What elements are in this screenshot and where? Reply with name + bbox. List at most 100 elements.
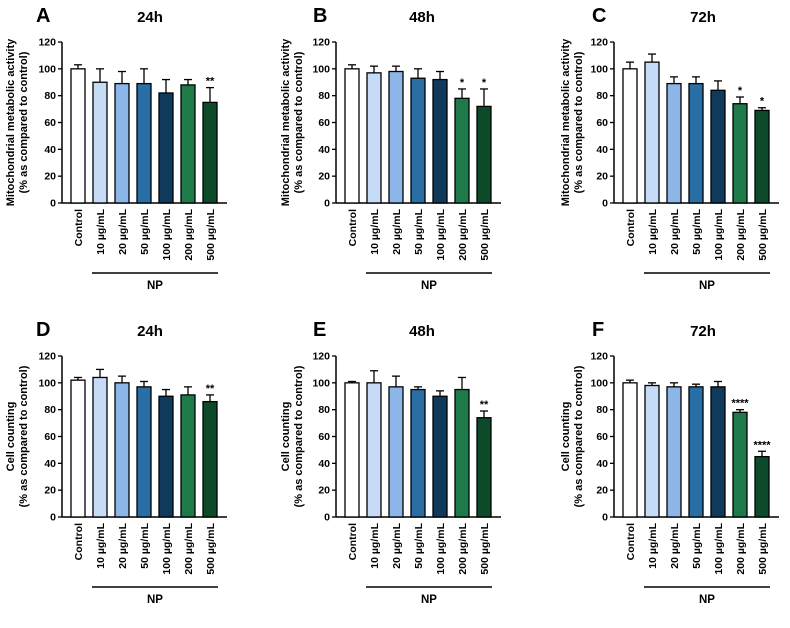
group-label-f: NP [699, 594, 715, 606]
y-axis-label-b-1: Mitochondrial metabolic activity [280, 38, 292, 206]
y-tick-label-e-100: 100 [312, 377, 330, 389]
bar-b-6 [454, 97, 470, 204]
bar-d-7 [202, 400, 218, 518]
y-axis-label-d-2: (% as compared to control) [18, 365, 30, 507]
bar-b-7 [476, 105, 492, 204]
category-label-e-3: 20 µg/mL [391, 522, 403, 568]
chart-panel-c: C 72h Mitochondrial metabolic activity (% a… [560, 5, 779, 292]
category-label-e-4: 50 µg/mL [413, 522, 425, 568]
bar-d-6 [180, 394, 196, 518]
category-label-a-3: 20 µg/mL [117, 208, 129, 254]
category-label-c-2: 10 µg/mL [647, 208, 659, 254]
bar-e-1 [344, 382, 360, 518]
category-label-a-6: 200 µg/mL [183, 208, 195, 260]
bar-b-3 [388, 70, 404, 204]
y-tick-label-b-40: 40 [318, 144, 330, 156]
y-tick-label-e-120: 120 [312, 351, 330, 363]
y-tick-label-a-60: 60 [44, 117, 56, 129]
group-label-e: NP [421, 594, 437, 606]
significance-f-6: **** [731, 398, 749, 410]
significance-c-7: * [760, 96, 765, 108]
panel-letter-d: D [36, 319, 50, 341]
panel-title-c: 72h [690, 9, 716, 26]
y-axis-label-d-1: Cell counting [5, 402, 17, 472]
y-tick-label-b-20: 20 [318, 171, 330, 183]
y-tick-label-e-80: 80 [318, 404, 330, 416]
y-tick-label-d-40: 40 [44, 458, 56, 470]
y-axis-label-c-1: Mitochondrial metabolic activity [560, 38, 572, 206]
category-label-f-1: Control [625, 523, 637, 560]
y-tick-label-a-120: 120 [38, 37, 56, 49]
bar-a-2 [92, 81, 108, 204]
panel-title-f: 72h [690, 323, 716, 340]
bar-b-4 [410, 77, 426, 204]
bar-c-4 [688, 82, 704, 204]
y-tick-label-e-0: 0 [324, 512, 330, 524]
bar-a-5 [158, 92, 174, 204]
bar-f-3 [666, 386, 682, 518]
bar-c-5 [710, 89, 726, 204]
bar-d-3 [114, 382, 130, 518]
significance-e-7: ** [480, 399, 489, 411]
bar-b-2 [366, 72, 382, 204]
panel-title-d: 24h [137, 323, 163, 340]
category-label-d-3: 20 µg/mL [117, 522, 129, 568]
category-label-d-1: Control [73, 523, 85, 560]
category-label-b-1: Control [347, 209, 359, 246]
chart-panel-b: B 48h Mitochondrial metabolic activity (% a… [280, 5, 501, 292]
category-label-e-6: 200 µg/mL [457, 522, 469, 574]
bar-a-3 [114, 82, 130, 204]
y-tick-label-c-20: 20 [596, 171, 608, 183]
bar-f-2 [644, 384, 660, 518]
bar-a-1 [70, 68, 86, 204]
bar-c-2 [644, 61, 660, 204]
chart-panel-e: E 48h Cell counting (% as compared to contr… [280, 319, 501, 606]
panel-letter-b: B [313, 5, 327, 27]
significance-f-7: **** [753, 439, 771, 451]
bar-d-4 [136, 386, 152, 518]
panel-title-a: 24h [137, 9, 163, 26]
y-tick-label-a-40: 40 [44, 144, 56, 156]
bar-a-4 [136, 82, 152, 204]
panel-title-e: 48h [409, 323, 435, 340]
category-label-b-5: 100 µg/mL [435, 208, 447, 260]
y-tick-label-f-80: 80 [596, 404, 608, 416]
panel-letter-f: F [592, 319, 604, 341]
category-label-c-7: 500 µg/mL [757, 208, 769, 260]
category-label-a-1: Control [73, 209, 85, 246]
y-tick-label-f-120: 120 [590, 351, 608, 363]
category-label-e-1: Control [347, 523, 359, 560]
y-axis-label-a-2: (% as compared to control) [18, 51, 30, 193]
y-axis-label-c-2: (% as compared to control) [573, 51, 585, 193]
category-label-e-5: 100 µg/mL [435, 522, 447, 574]
significance-a-7: ** [206, 76, 215, 88]
y-tick-label-c-120: 120 [590, 37, 608, 49]
y-tick-label-a-80: 80 [44, 90, 56, 102]
bar-c-3 [666, 82, 682, 204]
category-label-a-7: 500 µg/mL [205, 208, 217, 260]
bar-b-1 [344, 68, 360, 204]
category-label-d-5: 100 µg/mL [161, 522, 173, 574]
group-label-d: NP [147, 594, 163, 606]
category-label-a-2: 10 µg/mL [95, 208, 107, 254]
category-label-d-7: 500 µg/mL [205, 522, 217, 574]
category-label-a-5: 100 µg/mL [161, 208, 173, 260]
y-tick-label-e-20: 20 [318, 485, 330, 497]
y-tick-label-c-100: 100 [590, 63, 608, 75]
y-tick-label-d-60: 60 [44, 431, 56, 443]
category-label-f-2: 10 µg/mL [647, 522, 659, 568]
category-label-b-7: 500 µg/mL [479, 208, 491, 260]
bar-c-7 [754, 109, 770, 204]
bar-e-3 [388, 386, 404, 518]
y-tick-label-f-60: 60 [596, 431, 608, 443]
y-tick-label-b-120: 120 [312, 37, 330, 49]
bar-a-6 [180, 84, 196, 204]
category-label-f-5: 100 µg/mL [713, 522, 725, 574]
y-axis-label-f-1: Cell counting [560, 402, 572, 472]
bar-f-7 [754, 455, 770, 518]
y-tick-label-f-20: 20 [596, 485, 608, 497]
y-axis-label-e-2: (% as compared to control) [293, 365, 305, 507]
category-label-b-3: 20 µg/mL [391, 208, 403, 254]
